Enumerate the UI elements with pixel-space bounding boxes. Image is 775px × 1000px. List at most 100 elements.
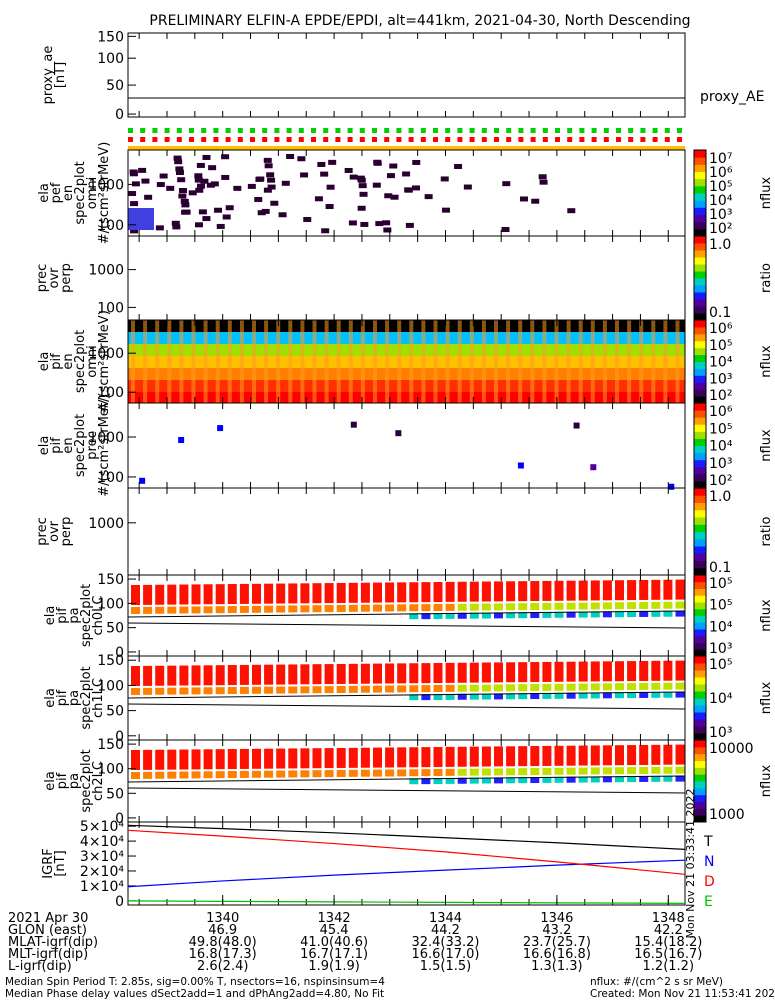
spectrogram-cell: [178, 437, 185, 443]
spectrogram-stripe: [578, 320, 583, 403]
pitch-angle-bin: [385, 663, 395, 684]
pitch-angle-bin: [542, 602, 552, 610]
pitch-angle-bin: [433, 663, 443, 683]
pitch-angle-bin: [203, 606, 213, 614]
colorbar-label: ratio: [759, 263, 774, 293]
pitch-angle-bin: [651, 691, 661, 698]
spectrogram-cell: [208, 165, 217, 171]
pitch-angle-bin: [203, 584, 213, 605]
spectrogram-stripe: [506, 320, 511, 403]
spectrogram-cell: [267, 184, 276, 190]
pitch-angle-bin: [639, 610, 649, 617]
spectrogram-cell: [181, 202, 190, 208]
y-tick-label: 0: [115, 645, 124, 661]
pitch-angle-bin: [227, 665, 237, 686]
spectrogram-cell: [196, 162, 205, 168]
pitch-angle-bin: [602, 692, 612, 699]
spectrogram-cell: [349, 174, 358, 180]
pitch-angle-bin: [421, 613, 431, 620]
pitch-angle-bin: [457, 581, 467, 602]
panel-content: [127, 579, 686, 629]
legend-D: D: [704, 874, 715, 890]
pitch-angle-bin: [324, 748, 334, 769]
colorbar-tick-label: 10⁵: [709, 421, 732, 437]
pitch-angle-bin: [506, 746, 516, 767]
colorbar-tick-label: 10³: [709, 371, 732, 387]
colorbar-segment: [694, 808, 706, 816]
colorbar-segment: [694, 691, 706, 699]
ephemeris-value: 43.2: [542, 923, 571, 938]
pitch-angle-bin: [554, 776, 564, 783]
pitch-angle-bin: [494, 581, 503, 602]
colorbar-tick-label: 10⁶: [709, 404, 733, 420]
pitch-angle-bin: [373, 663, 382, 684]
flag-bar: [128, 146, 685, 150]
spectrogram-cell: [519, 196, 528, 202]
spectrogram-cell: [383, 227, 392, 233]
pitch-angle-bin: [336, 747, 346, 768]
colorbar-segment: [694, 677, 706, 685]
pitch-angle-bin: [481, 612, 491, 619]
pitch-angle-bin: [566, 611, 576, 618]
colorbar-segment: [694, 193, 706, 201]
colorbar-segment: [694, 531, 706, 540]
colorbar-tick-label: 10²: [709, 221, 732, 237]
pitch-angle-bin: [554, 602, 564, 610]
pitch-angle-bin: [675, 610, 685, 617]
y-axis-label: perp: [59, 263, 74, 293]
pitch-angle-bin: [445, 603, 455, 611]
loss-cone-line: [127, 703, 686, 710]
pitch-angle-bin: [143, 606, 153, 614]
pitch-angle-bin: [300, 605, 310, 613]
colorbar-segment: [694, 712, 706, 720]
flag-marker: [225, 137, 231, 142]
colorbar-segment: [694, 733, 706, 741]
pitch-angle-bin: [433, 778, 443, 784]
colorbar-tick-label: 10³: [709, 725, 732, 741]
flag-marker: [408, 128, 414, 133]
pitch-angle-bin: [421, 582, 431, 603]
y-axis-label: pif: [55, 689, 70, 706]
pitch-angle-bin: [239, 664, 249, 685]
pitch-angle-bin: [445, 777, 455, 784]
pitch-angle-bin: [663, 691, 673, 698]
flag-marker: [396, 137, 402, 142]
spectrogram-cell: [386, 173, 395, 179]
flag-marker: [176, 128, 182, 133]
spectrogram-cell: [348, 220, 357, 226]
pitch-angle-bin: [397, 663, 407, 684]
pitch-angle-bin: [566, 683, 576, 691]
panel-content: [128, 320, 685, 403]
spectrogram-band: [128, 332, 685, 344]
y-axis-label: spec2plot: [79, 749, 94, 812]
pitch-angle-bin: [131, 688, 140, 695]
pitch-angle-bin: [663, 682, 673, 690]
y-tick-label: 150: [97, 572, 124, 588]
y-tick-label: 150: [97, 737, 124, 753]
pitch-angle-bin: [373, 604, 382, 612]
ephemeris-value: 16.5(16.7): [634, 947, 702, 962]
flag-marker: [250, 137, 255, 142]
pitch-angle-bin: [494, 693, 503, 700]
spectrogram-cell: [440, 176, 449, 182]
pitch-angle-bin: [602, 767, 612, 775]
spectrogram-stripe: [445, 320, 450, 403]
pitch-angle-bin: [518, 612, 528, 619]
panel-frame: [127, 32, 686, 118]
colorbar-segment: [694, 271, 706, 279]
pitch-angle-bin: [469, 603, 479, 611]
colorbar-tick-label: 10⁴: [709, 691, 733, 707]
pitch-angle-bin: [639, 766, 649, 774]
spectrogram-cell: [139, 477, 146, 484]
footer-line1: Median Spin Period T: 2.85s, sig=0.00% T…: [5, 976, 385, 988]
pitch-angle-bin: [554, 745, 564, 766]
spectrogram-cell: [144, 194, 153, 200]
pitch-angle-bin: [239, 770, 249, 778]
panel-content: [139, 421, 675, 490]
pitch-angle-bin: [421, 778, 431, 785]
spectrogram-cell: [141, 178, 150, 184]
y-axis-label: spec2plot: [79, 666, 94, 729]
flag-marker: [372, 137, 377, 142]
pitch-angle-bin: [469, 684, 479, 692]
